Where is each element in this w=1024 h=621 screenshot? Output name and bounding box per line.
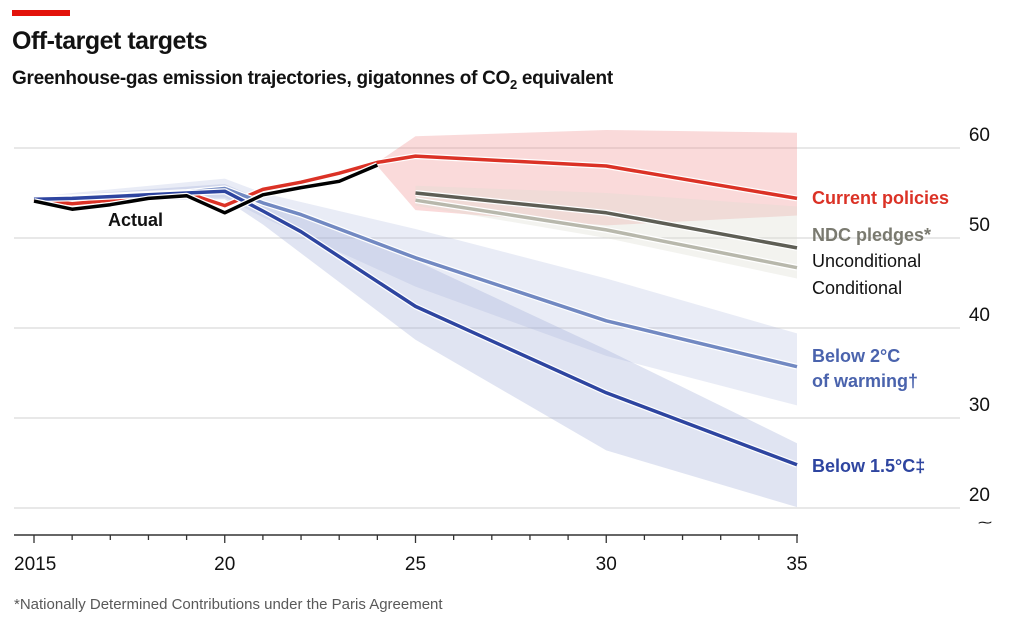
band-below-2-c-of-warming- <box>34 178 797 406</box>
line-ndc-pledges-unconditional <box>415 191 798 250</box>
series-label-actual: Actual <box>108 210 163 230</box>
x-tick-label: 20 <box>214 554 235 575</box>
series-label-unconditional: Unconditional <box>812 251 921 271</box>
y-tick-label: 50 <box>969 215 990 236</box>
line-current-policies <box>33 154 798 208</box>
x-tick-label: 2015 <box>14 554 56 575</box>
band-below-1-5-c- <box>34 184 797 508</box>
chart-title: Off-target targets <box>12 27 208 55</box>
series-label-below-2-c: Below 2°C <box>812 346 900 366</box>
brand-red-bar <box>12 10 70 16</box>
y-tick-label: 20 <box>969 485 990 506</box>
line-actual <box>33 163 379 215</box>
x-tick-label: 25 <box>405 554 426 575</box>
x-tick-label: 35 <box>786 554 807 575</box>
y-axis-labels: 20 30 40 50 60 ⁓ <box>969 125 992 530</box>
x-axis: 2015 20 25 30 35 <box>14 534 808 575</box>
series-lines <box>33 153 799 468</box>
series-label-below-1-5-c-: Below 1.5°C‡ <box>812 456 925 476</box>
line-ndc-pledges-conditional <box>415 198 798 270</box>
gridlines <box>14 147 960 509</box>
series-labels: Actual Current policies NDC pledges* Uncond… <box>108 188 949 476</box>
series-label-current-policies: Current policies <box>812 188 949 208</box>
subtitle-subscript: 2 <box>509 76 517 92</box>
y-tick-label: 30 <box>969 395 990 416</box>
uncertainty-bands <box>34 130 797 508</box>
series-label-ndc-pledges-: NDC pledges* <box>812 225 931 245</box>
x-tick-label: 30 <box>596 554 617 575</box>
subtitle-text: Greenhouse-gas emission trajectories, gi… <box>12 68 510 89</box>
y-tick-label: 60 <box>969 125 990 146</box>
y-tick-label: 40 <box>969 305 990 326</box>
axis-break-icon: ⁓ <box>978 514 992 530</box>
series-label-of-warming-: of warming† <box>812 371 918 391</box>
series-label-conditional: Conditional <box>812 278 902 298</box>
footnote: *Nationally Determined Contributions und… <box>14 596 443 613</box>
line-below-1-5-c- <box>33 189 798 467</box>
subtitle-text-end: equivalent <box>516 68 613 89</box>
chart-subtitle: Greenhouse-gas emission trajectories, gi… <box>12 68 613 92</box>
